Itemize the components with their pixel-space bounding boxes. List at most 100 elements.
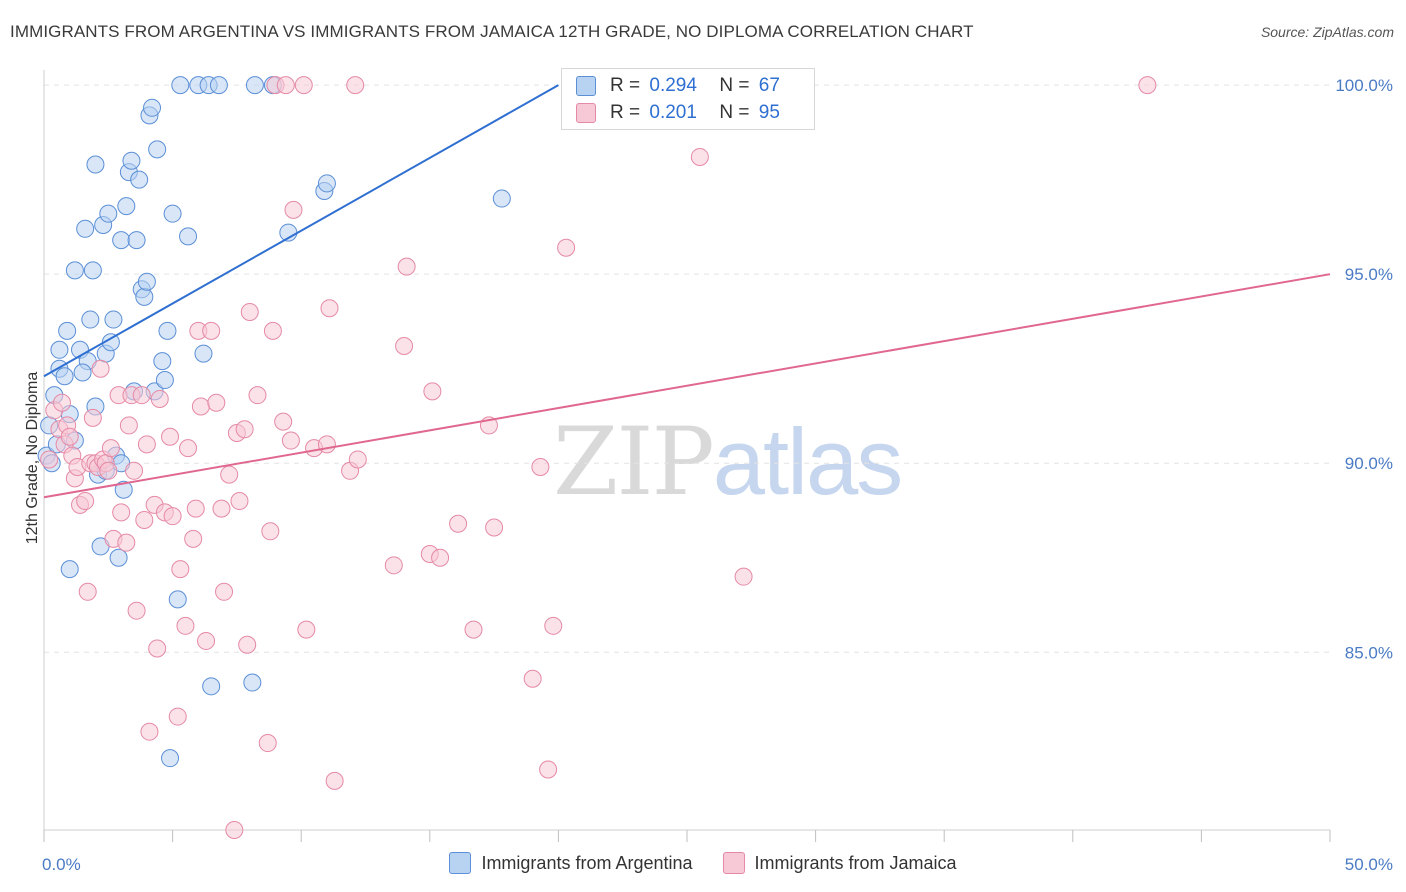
stats-row-argentina: R = 0.294 N = 67	[576, 74, 780, 98]
legend-label-jamaica: Immigrants from Jamaica	[754, 852, 957, 873]
jamaica-point	[202, 321, 221, 340]
gridlines	[44, 84, 1330, 653]
jamaica-point	[112, 503, 131, 522]
jamaica-point	[171, 560, 190, 579]
watermark: ZIPatlas	[553, 408, 903, 517]
source-label[interactable]: Source: ZipAtlas.com	[1260, 24, 1394, 40]
argentina-point	[492, 189, 511, 208]
jamaica-point	[384, 556, 403, 575]
jamaica-point	[212, 499, 231, 518]
jamaica-point	[690, 147, 709, 166]
jamaica-point	[163, 507, 182, 526]
jamaica-point	[284, 200, 303, 219]
argentina-point	[209, 76, 228, 95]
argentina-point	[112, 231, 131, 250]
argentina-point	[179, 227, 198, 246]
jamaica-point	[179, 439, 198, 458]
jamaica-point	[523, 669, 542, 688]
legend-swatch-jamaica	[722, 852, 745, 874]
legend-swatch-argentina	[449, 852, 472, 874]
argentina-point	[130, 170, 149, 189]
x-tick-label: 0.0%	[42, 855, 81, 874]
jamaica-point	[53, 393, 72, 412]
jamaica-point	[137, 435, 156, 454]
argentina-point	[81, 310, 100, 329]
jamaica-point	[431, 548, 450, 567]
argentina-point	[194, 344, 213, 363]
jamaica-point	[186, 499, 205, 518]
argentina-point	[161, 749, 180, 768]
jamaica-point	[220, 465, 239, 484]
jamaica-point	[140, 722, 159, 741]
jamaica-point	[191, 397, 210, 416]
legend-item-jamaica[interactable]: Immigrants from Jamaica	[722, 852, 957, 874]
jamaica-point	[60, 427, 79, 446]
jamaica-point	[207, 393, 226, 412]
r-value: 0.294	[649, 75, 697, 96]
n-value: 67	[758, 75, 780, 96]
argentina-point	[60, 560, 79, 579]
jamaica-point	[317, 435, 336, 454]
series-argentina	[37, 76, 511, 768]
argentina-point	[122, 151, 141, 170]
argentina-point	[317, 174, 336, 193]
jamaica-point	[348, 450, 367, 469]
stats-row-jamaica: R = 0.201 N = 95	[576, 101, 780, 125]
jamaica-point	[1138, 76, 1157, 95]
y-tick-label: 95.0%	[1345, 265, 1393, 284]
jamaica-point	[395, 337, 414, 356]
argentina-point	[168, 590, 187, 609]
jamaica-point	[176, 616, 195, 635]
argentina-point	[148, 140, 167, 159]
stats-swatch-jamaica	[576, 103, 596, 123]
jamaica-point	[325, 771, 344, 790]
series-jamaica	[40, 76, 1157, 839]
y-tick-label: 100.0%	[1335, 76, 1393, 95]
stats-box: R = 0.294 N = 67 R = 0.201 N = 95	[561, 68, 815, 130]
jamaica-point	[531, 458, 550, 477]
stats-swatch-argentina	[576, 76, 596, 96]
jamaica-point	[184, 529, 203, 548]
jamaica-point	[150, 389, 169, 408]
jamaica-point	[235, 420, 254, 439]
jamaica-point	[734, 567, 753, 586]
jamaica-point	[78, 582, 97, 601]
jamaica-point	[276, 76, 295, 95]
axes	[43, 70, 1331, 842]
jamaica-point	[485, 518, 504, 537]
argentina-point	[99, 204, 118, 223]
argentina-point	[73, 363, 92, 382]
jamaica-point	[230, 492, 249, 511]
argentina-point	[143, 98, 162, 117]
n-value: 95	[758, 102, 780, 123]
jamaica-point	[281, 431, 300, 450]
jamaica-point	[263, 321, 282, 340]
argentina-point	[86, 155, 105, 174]
legend: Immigrants from Argentina Immigrants fro…	[0, 852, 1406, 874]
r-label: R =	[610, 102, 641, 123]
argentina-point	[163, 204, 182, 223]
jamaica-point	[148, 639, 167, 658]
jamaica-point	[127, 601, 146, 620]
trend-lines	[43, 84, 1331, 499]
legend-item-argentina[interactable]: Immigrants from Argentina	[449, 852, 693, 874]
argentina-point	[135, 287, 154, 306]
argentina-point	[65, 261, 84, 280]
r-value: 0.201	[649, 102, 697, 123]
n-label: N =	[719, 75, 750, 96]
jamaica-point	[40, 450, 59, 469]
jamaica-point	[557, 238, 576, 257]
jamaica-point	[294, 76, 313, 95]
jamaica-point	[101, 439, 120, 458]
jamaica-point	[125, 461, 144, 480]
y-tick-label: 90.0%	[1345, 454, 1393, 473]
argentina-point	[55, 367, 74, 386]
x-tick-label: 50.0%	[1345, 855, 1393, 874]
argentina-point	[76, 219, 95, 238]
jamaica-point	[248, 386, 267, 405]
jamaica-point	[215, 582, 234, 601]
argentina-point	[158, 321, 177, 340]
argentina-point	[58, 321, 77, 340]
jamaica-point	[197, 631, 216, 650]
jamaica-point	[464, 620, 483, 639]
